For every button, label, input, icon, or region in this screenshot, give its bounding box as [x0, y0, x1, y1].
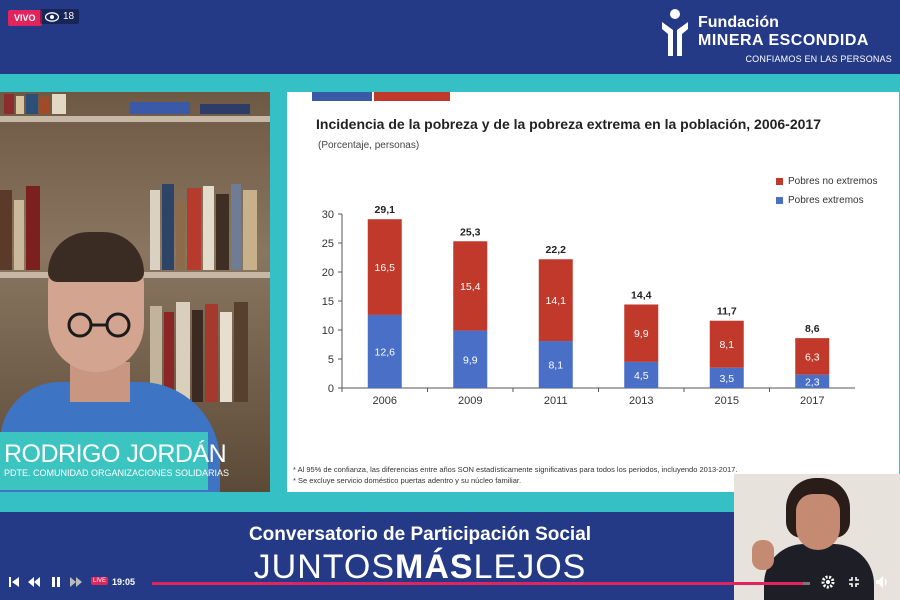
bar-segment — [367, 314, 402, 388]
player-controls: LIVE 19:05 — [0, 568, 900, 600]
x-tick-label: 2006 — [373, 395, 397, 407]
bar-value-label: 6,3 — [805, 351, 820, 363]
bar-value-label: 12,6 — [375, 346, 396, 358]
bar-segment — [795, 374, 830, 388]
brand-tagline: CONFIAMOS EN LAS PERSONAS — [745, 54, 892, 64]
bar-value-label: 14,1 — [546, 295, 567, 307]
viewer-count-value: 18 — [63, 11, 75, 22]
pause-icon[interactable] — [48, 574, 64, 590]
bar-value-label: 9,9 — [463, 354, 478, 366]
y-tick-label: 15 — [322, 296, 334, 308]
slide-footnote: * Al 95% de confianza, las diferencias e… — [293, 464, 737, 486]
slogan-part: LEJOS — [473, 548, 587, 586]
x-tick-label: 2013 — [629, 395, 653, 407]
slogan-part: MÁS — [395, 548, 474, 586]
y-tick-label: 25 — [322, 238, 334, 250]
slide-accent-bar — [312, 92, 450, 101]
legend-item: Pobres no extremos — [776, 176, 878, 187]
foundation-logo-icon — [662, 9, 688, 56]
bar-total-label: 25,3 — [460, 226, 481, 238]
chart-legend: Pobres no extremos Pobres extremos — [776, 176, 878, 214]
chart-subtitle: (Porcentaje, personas) — [318, 140, 420, 151]
bar-value-label: 9,9 — [634, 328, 649, 340]
interpreter-body — [764, 544, 874, 600]
y-tick-label: 10 — [322, 325, 334, 337]
glasses-icon — [67, 312, 131, 338]
x-tick-label: 2015 — [715, 395, 739, 407]
legend-swatch — [776, 197, 783, 204]
lower-third — [0, 432, 208, 490]
bar-value-label: 8,1 — [548, 360, 563, 372]
skip-back-icon[interactable] — [6, 574, 22, 590]
bar-segment — [709, 367, 744, 388]
event-title: Conversatorio de Participación Social — [248, 524, 592, 545]
live-indicator[interactable]: LIVE — [91, 577, 109, 585]
shelf-board — [0, 116, 270, 122]
speaker-title: PDTE. COMUNIDAD ORGANIZACIONES SOLIDARIA… — [4, 468, 230, 478]
brand-line-1: Fundación — [698, 14, 779, 31]
interpreter-face — [796, 494, 840, 550]
bar-segment — [453, 241, 488, 331]
legend-item: Pobres extremos — [776, 195, 878, 206]
bar-value-label: 15,4 — [460, 281, 481, 293]
rewind-icon[interactable] — [26, 574, 42, 590]
speaker-camera — [0, 92, 270, 492]
sign-language-interpreter-feed — [734, 474, 900, 600]
bar-value-label: 16,5 — [375, 262, 396, 274]
event-slogan: JUNTOSMÁSLEJOS — [0, 548, 840, 587]
footnote-line: * Al 95% de confianza, las diferencias e… — [293, 465, 738, 474]
elapsed-time: 19:05 — [112, 577, 136, 587]
legend-label: Pobres no extremos — [788, 176, 878, 187]
viewer-count: 18 — [40, 9, 80, 24]
bar-segment — [367, 219, 402, 315]
brand-logo-block: Fundación MINERA ESCONDIDA CONFIAMOS EN … — [660, 8, 892, 68]
bar-value-label: 8,1 — [719, 339, 734, 351]
bar-total-label: 8,6 — [805, 323, 820, 335]
footnote-line: * Se excluye servicio doméstico puertas … — [293, 476, 522, 485]
volume-icon[interactable] — [874, 574, 890, 590]
y-tick-label: 5 — [328, 354, 334, 366]
speaker-name: RODRIGO JORDÁN — [4, 440, 227, 468]
y-tick-label: 30 — [322, 209, 334, 221]
y-tick-label: 20 — [322, 267, 334, 279]
bar-segment — [538, 259, 573, 342]
legend-label: Pobres extremos — [788, 195, 864, 206]
bar-total-label: 22,2 — [546, 244, 567, 256]
bar-segment — [453, 330, 488, 388]
chart-title: Incidencia de la pobreza y de la pobreza… — [316, 116, 821, 132]
top-bar — [0, 0, 900, 74]
stacked-bar-chart: 0 5 10 15 20 25 30 12,6 16,5 29,1 2006 9,9 15,4 25,3 2… — [322, 204, 855, 407]
live-badge: VIVO — [8, 10, 42, 26]
interpreter-hand — [752, 540, 774, 570]
settings-gear-icon[interactable] — [820, 574, 836, 590]
speaker-hair — [48, 232, 144, 282]
bar-segment — [709, 320, 744, 368]
bar-value-label: 4,5 — [634, 370, 649, 382]
exit-fullscreen-icon[interactable] — [846, 574, 862, 590]
legend-swatch — [776, 178, 783, 185]
fast-forward-icon[interactable] — [68, 574, 84, 590]
y-tick-label: 0 — [328, 383, 334, 395]
bar-segment — [624, 304, 659, 362]
bar-value-label: 3,5 — [719, 373, 734, 385]
bar-total-label: 29,1 — [375, 204, 396, 216]
progress-bar[interactable] — [152, 582, 810, 585]
slogan-part: JUNTOS — [253, 548, 396, 586]
x-tick-label: 2009 — [458, 395, 482, 407]
bar-total-label: 11,7 — [717, 306, 737, 318]
progress-fill — [152, 582, 804, 585]
bar-segment — [795, 338, 830, 375]
brand-line-2: MINERA ESCONDIDA — [698, 32, 869, 49]
bar-value-label: 2,3 — [805, 376, 820, 388]
bar-segment — [624, 361, 659, 388]
eye-icon — [45, 11, 59, 22]
x-tick-label: 2011 — [544, 395, 568, 407]
x-tick-label: 2017 — [800, 395, 824, 407]
bar-total-label: 14,4 — [631, 289, 652, 301]
bar-segment — [538, 341, 573, 388]
